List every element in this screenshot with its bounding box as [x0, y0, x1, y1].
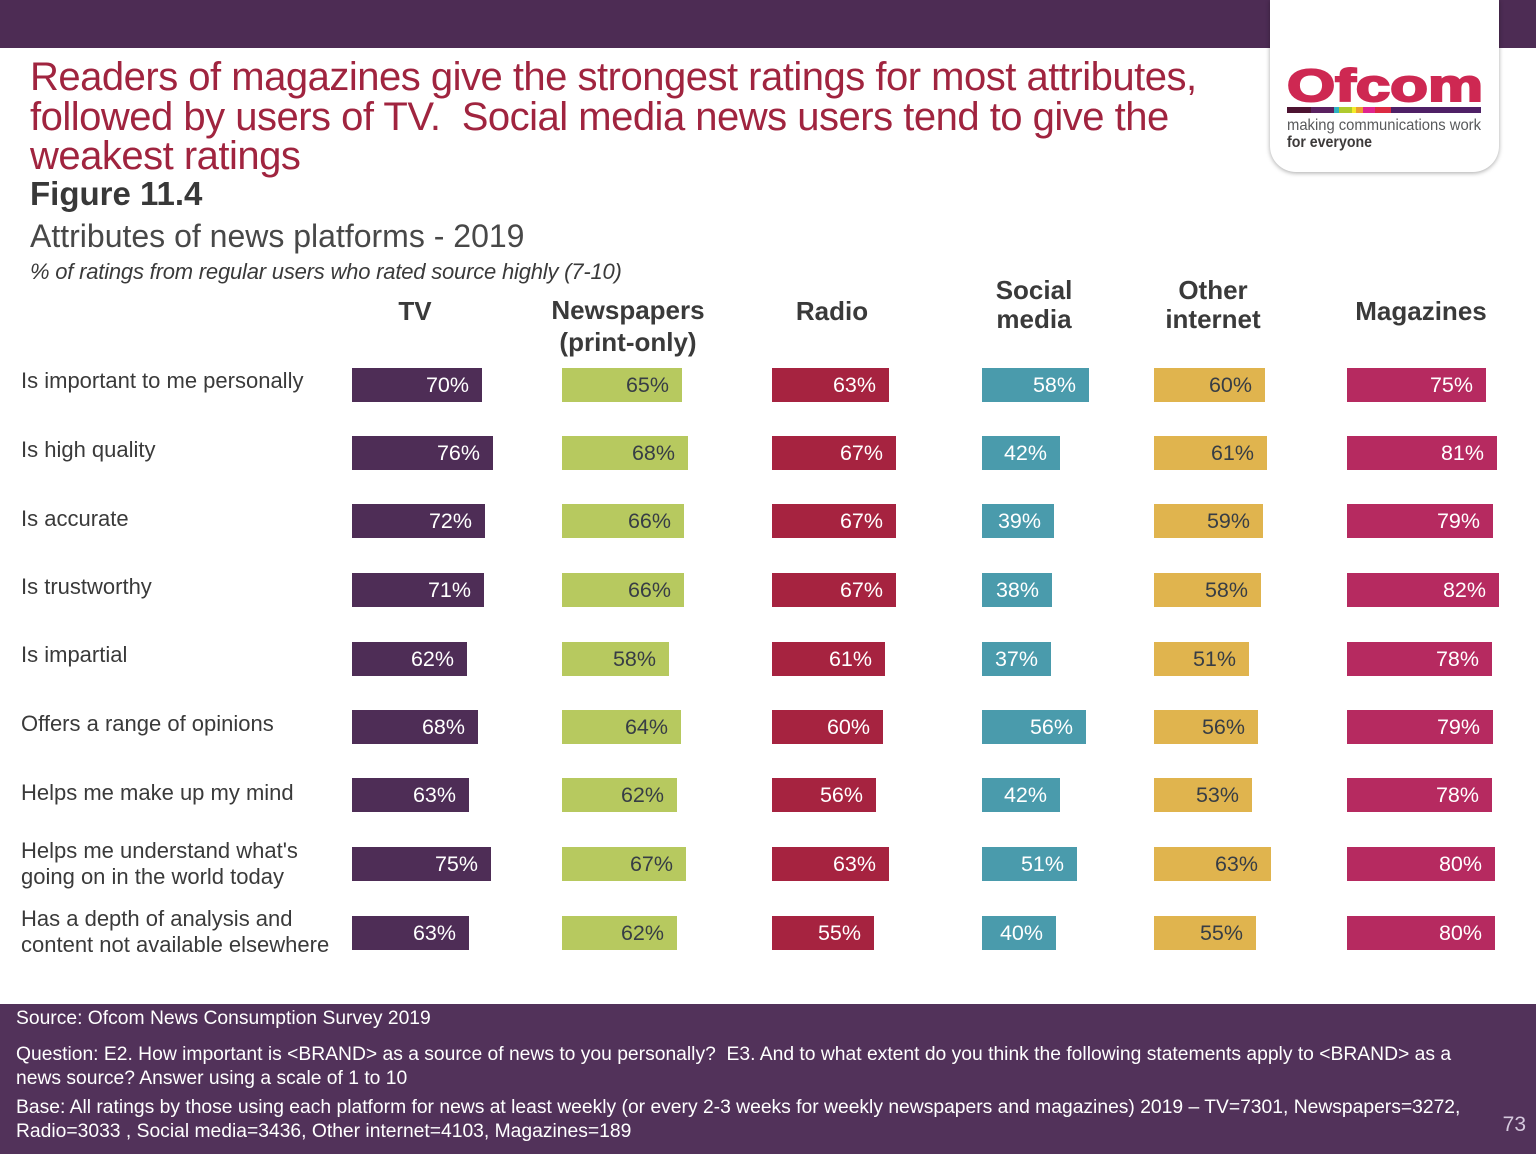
svg-text:making communications work: making communications work [1287, 117, 1482, 134]
svg-text:Ofcom: Ofcom [1287, 60, 1483, 111]
svg-text:for everyone: for everyone [1287, 134, 1372, 151]
